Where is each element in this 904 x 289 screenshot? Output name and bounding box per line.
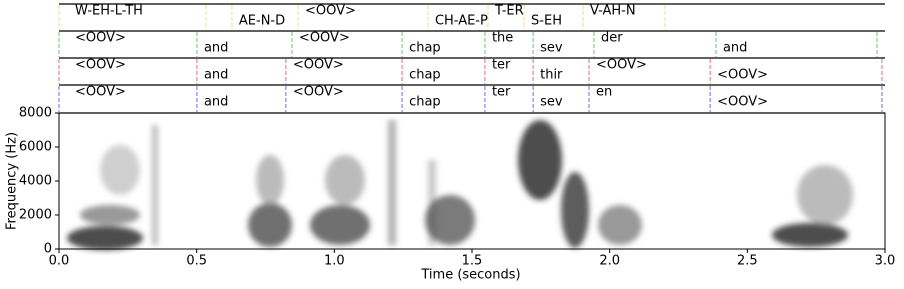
tier-label: <OOV>	[75, 85, 126, 100]
y-tick-label: 2000	[19, 208, 52, 223]
tier-label: V-AH-N	[590, 4, 636, 19]
tier-label: W-EH-L-TH	[75, 4, 143, 19]
tier-label: <OOV>	[293, 85, 344, 100]
tier-label: chap	[409, 68, 441, 83]
x-tick-label: 1.5	[462, 254, 483, 269]
tier-label: T-ER	[494, 4, 524, 19]
x-tick-label: 2.5	[737, 254, 758, 269]
tier-label: <OOV>	[75, 31, 126, 46]
tier-label: and	[204, 41, 228, 56]
x-tick-label: 0.0	[49, 254, 70, 269]
tier-label: AE-N-D	[239, 14, 285, 29]
tier-label: the	[492, 31, 513, 46]
x-tick-label: 2.0	[599, 254, 620, 269]
tier-label: <OOV>	[305, 4, 356, 19]
tier-label: ter	[492, 58, 511, 73]
y-axis-label: Frequency (Hz)	[5, 132, 20, 230]
tier-label: <OOV>	[293, 58, 344, 73]
tier-label: sev	[540, 95, 563, 110]
tier-label: en	[596, 85, 612, 100]
tier-label: chap	[409, 41, 441, 56]
tier-label: <OOV>	[299, 31, 350, 46]
tier-label: <OOV>	[596, 58, 647, 73]
tier-label: CH-AE-P	[435, 14, 488, 29]
tier-label: ter	[492, 85, 511, 100]
spectrogram-image	[67, 120, 853, 250]
tier-label: <OOV>	[717, 68, 768, 83]
y-tick-label: 4000	[19, 174, 52, 189]
tier-label: <OOV>	[717, 95, 768, 110]
tier-label: der	[601, 31, 623, 46]
tier-label: chap	[409, 95, 441, 110]
y-tick-label: 0	[44, 242, 52, 257]
x-tick-label: 3.0	[875, 254, 896, 269]
y-tick-label: 6000	[19, 140, 52, 155]
x-tick-label: 0.5	[186, 254, 207, 269]
tier-label: thir	[540, 68, 563, 83]
tier-label: S-EH	[531, 14, 562, 29]
tier-label: and	[723, 41, 747, 56]
x-tick-label: 1.0	[324, 254, 345, 269]
tier-label: and	[204, 68, 228, 83]
tier-label: sev	[540, 41, 563, 56]
x-axis-label: Time (seconds)	[420, 268, 520, 283]
y-tick-label: 8000	[19, 106, 52, 121]
tier-label: <OOV>	[75, 58, 126, 73]
tier-label: and	[204, 95, 228, 110]
